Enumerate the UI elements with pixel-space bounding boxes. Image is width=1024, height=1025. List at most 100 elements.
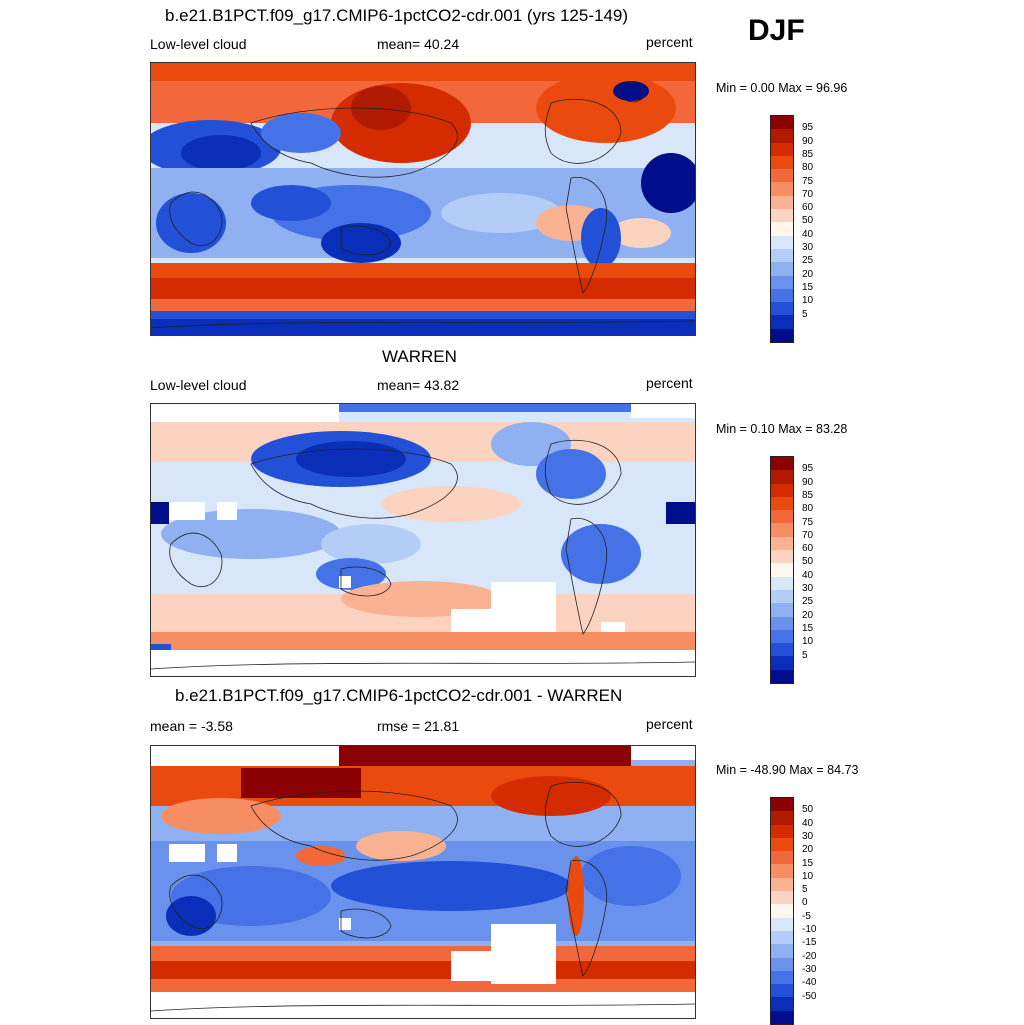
colorbar-swatch bbox=[771, 155, 793, 170]
colorbar-swatch bbox=[771, 904, 793, 918]
colorbar-swatch bbox=[771, 262, 793, 276]
colorbar-swatch bbox=[771, 315, 793, 329]
panel-1-title: b.e21.B1PCT.f09_g17.CMIP6-1pctCO2-cdr.00… bbox=[165, 6, 629, 25]
colorbar-tick-label: -30 bbox=[802, 963, 817, 975]
colorbar-tick-label: 20 bbox=[802, 268, 814, 280]
colorbar-swatch bbox=[771, 824, 793, 838]
panel-3-colorbar-swatches bbox=[770, 797, 794, 1025]
colorbar-tick-label: 5 bbox=[802, 884, 808, 896]
colorbar-swatch bbox=[771, 930, 793, 945]
colorbar-swatch bbox=[771, 669, 793, 684]
colorbar-swatch bbox=[771, 195, 793, 210]
panel-3-title: b.e21.B1PCT.f09_g17.CMIP6-1pctCO2-cdr.00… bbox=[175, 686, 623, 705]
colorbar-swatch bbox=[771, 116, 793, 130]
colorbar-swatch bbox=[771, 837, 793, 852]
colorbar-tick-label: 40 bbox=[802, 569, 814, 581]
colorbar-swatch bbox=[771, 864, 793, 878]
panel-3-units-label: percent bbox=[646, 716, 693, 732]
colorbar-tick-label: -5 bbox=[802, 910, 811, 922]
colorbar-swatch bbox=[771, 142, 793, 156]
colorbar-tick-label: 50 bbox=[802, 556, 814, 568]
panel-1-variable-label: Low-level cloud bbox=[150, 36, 247, 52]
colorbar-tick-label: 60 bbox=[802, 202, 814, 214]
colorbar-swatch bbox=[771, 603, 793, 617]
panel-2-units-label: percent bbox=[646, 375, 693, 391]
colorbar-tick-label: 70 bbox=[802, 529, 814, 541]
panel-3-mean-label: mean = -3.58 bbox=[150, 718, 233, 734]
colorbar-swatch bbox=[771, 302, 793, 316]
colorbar-tick-label: 20 bbox=[802, 844, 814, 856]
panel-2-mean-label: mean= 43.82 bbox=[377, 377, 460, 393]
panel-2-title: WARREN bbox=[382, 347, 457, 366]
panel-1-map-field bbox=[151, 63, 695, 335]
panel-1-units-label: percent bbox=[646, 34, 693, 50]
panel-3-map bbox=[150, 745, 696, 1019]
season-label: DJF bbox=[748, 14, 805, 47]
panel-3-minmax: Min = -48.90 Max = 84.73 bbox=[716, 763, 859, 777]
panel-2-colorbar-swatches bbox=[770, 456, 794, 685]
colorbar-tick-label: 80 bbox=[802, 162, 814, 174]
colorbar-swatch bbox=[771, 944, 793, 958]
colorbar-swatch bbox=[771, 811, 793, 825]
colorbar-swatch bbox=[771, 563, 793, 577]
colorbar-swatch bbox=[771, 984, 793, 998]
colorbar-tick-label: -15 bbox=[802, 937, 817, 949]
colorbar-swatch bbox=[771, 970, 793, 985]
colorbar-tick-label: 95 bbox=[802, 122, 814, 134]
colorbar-tick-label: -20 bbox=[802, 950, 817, 962]
colorbar-swatch bbox=[771, 235, 793, 249]
colorbar-tick-label: 0 bbox=[802, 897, 808, 909]
colorbar-swatch bbox=[771, 656, 793, 670]
colorbar-tick-label: 50 bbox=[802, 804, 814, 816]
panel-1-map bbox=[150, 62, 696, 336]
colorbar-swatch bbox=[771, 275, 793, 289]
colorbar-swatch bbox=[771, 851, 793, 865]
panel-3-rmse-label: rmse = 21.81 bbox=[377, 718, 460, 734]
colorbar-tick-label: 30 bbox=[802, 242, 814, 253]
colorbar-swatch bbox=[771, 589, 793, 604]
panel-1-mean-label: mean= 40.24 bbox=[377, 36, 460, 52]
colorbar-tick-label: 15 bbox=[802, 857, 814, 869]
colorbar-swatch bbox=[771, 576, 793, 590]
colorbar-tick-label: 5 bbox=[802, 649, 808, 661]
colorbar-tick-label: 20 bbox=[802, 609, 814, 621]
colorbar-swatch bbox=[771, 1010, 793, 1025]
colorbar-swatch bbox=[771, 510, 793, 524]
colorbar-tick-label: -10 bbox=[802, 924, 817, 935]
colorbar-swatch bbox=[771, 536, 793, 551]
colorbar-swatch bbox=[771, 917, 793, 931]
colorbar-swatch bbox=[771, 957, 793, 971]
colorbar-tick-label: 75 bbox=[802, 175, 814, 187]
panel-1-colorbar-swatches bbox=[770, 115, 794, 344]
colorbar-tick-label: 15 bbox=[802, 281, 814, 293]
colorbar-tick-label: 70 bbox=[802, 188, 814, 200]
colorbar-tick-label: 60 bbox=[802, 543, 814, 555]
colorbar-swatch bbox=[771, 470, 793, 484]
colorbar-tick-label: 90 bbox=[802, 476, 814, 488]
colorbar-tick-label: 85 bbox=[802, 489, 814, 501]
colorbar-swatch bbox=[771, 997, 793, 1011]
colorbar-swatch bbox=[771, 877, 793, 892]
colorbar-tick-label: 10 bbox=[802, 870, 814, 882]
colorbar-swatch bbox=[771, 523, 793, 537]
colorbar-tick-label: 10 bbox=[802, 295, 814, 307]
colorbar-swatch bbox=[771, 629, 793, 644]
colorbar-swatch bbox=[771, 288, 793, 303]
colorbar-swatch bbox=[771, 457, 793, 471]
colorbar-tick-label: 10 bbox=[802, 636, 814, 648]
colorbar-swatch bbox=[771, 496, 793, 511]
colorbar-tick-label: 5 bbox=[802, 308, 808, 320]
colorbar-swatch bbox=[771, 891, 793, 905]
colorbar-swatch bbox=[771, 129, 793, 143]
panel-2-map bbox=[150, 403, 696, 677]
colorbar-swatch bbox=[771, 169, 793, 183]
colorbar-swatch bbox=[771, 483, 793, 497]
colorbar-swatch bbox=[771, 328, 793, 343]
colorbar-tick-label: 75 bbox=[802, 516, 814, 528]
colorbar-swatch bbox=[771, 643, 793, 657]
colorbar-tick-label: 30 bbox=[802, 583, 814, 594]
panel-2-variable-label: Low-level cloud bbox=[150, 377, 247, 393]
panel-2-map-field bbox=[151, 404, 695, 676]
colorbar-tick-label: 85 bbox=[802, 148, 814, 160]
colorbar-tick-label: 50 bbox=[802, 215, 814, 227]
